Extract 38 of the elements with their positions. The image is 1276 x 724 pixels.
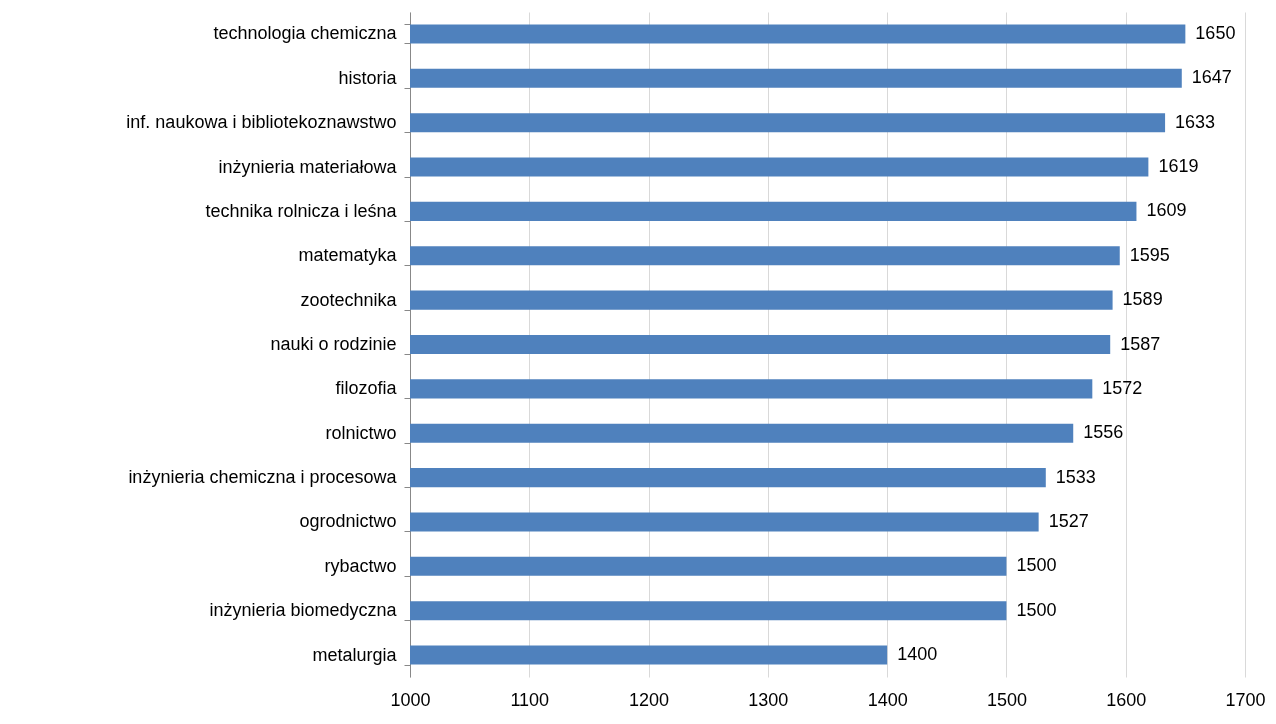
data-label: 1533 (1055, 466, 1096, 487)
data-label: 1500 (1016, 555, 1057, 576)
y-tick-label: filozofia (335, 378, 398, 399)
x-tick-label: 1100 (510, 689, 550, 710)
data-label: 1587 (1120, 333, 1161, 354)
y-tick-label: zootechnika (300, 289, 398, 310)
y-tick-label: nauki o rodzinie (270, 334, 397, 354)
y-tick-label: historia (338, 67, 398, 88)
data-label: 1572 (1102, 377, 1143, 398)
y-tick-label: inżynieria materiałowa (218, 156, 398, 177)
data-label: 1609 (1146, 200, 1187, 221)
x-tick-label: 1300 (748, 689, 789, 710)
data-label: 1527 (1048, 510, 1089, 531)
x-tick-label: 1000 (390, 689, 431, 710)
data-label: 1400 (897, 644, 938, 665)
y-tick-label: metalurgia (312, 644, 398, 665)
x-tick-label: 1400 (867, 689, 908, 710)
y-tick-label: matematyka (298, 245, 398, 266)
y-tick-label: technologia chemiczna (213, 23, 398, 44)
y-tick-label: rybactwo (324, 555, 397, 576)
data-label: 1633 (1175, 111, 1216, 132)
y-tick-label: inf. naukowa i bibliotekoznawstwo (126, 112, 397, 133)
y-tick-label: inżynieria biomedyczna (209, 600, 398, 621)
data-label: 1500 (1016, 599, 1057, 620)
data-label: 1647 (1191, 67, 1232, 88)
x-tick-label: 1200 (629, 689, 670, 710)
data-label: 1650 (1195, 22, 1236, 43)
x-tick-label: 1500 (986, 689, 1027, 710)
y-tick-label: ogrodnictwo (299, 511, 397, 532)
y-tick-label: rolnictwo (325, 422, 397, 443)
data-label: 1595 (1129, 244, 1170, 265)
x-tick-label: 1700 (1225, 689, 1266, 710)
data-label: 1589 (1122, 289, 1163, 310)
data-label: 1556 (1083, 422, 1124, 443)
data-label: 1619 (1158, 156, 1199, 177)
y-tick-label: technika rolnicza i leśna (205, 200, 398, 221)
y-tick-label: inżynieria chemiczna i procesowa (128, 467, 398, 488)
x-tick-label: 1600 (1106, 689, 1147, 710)
